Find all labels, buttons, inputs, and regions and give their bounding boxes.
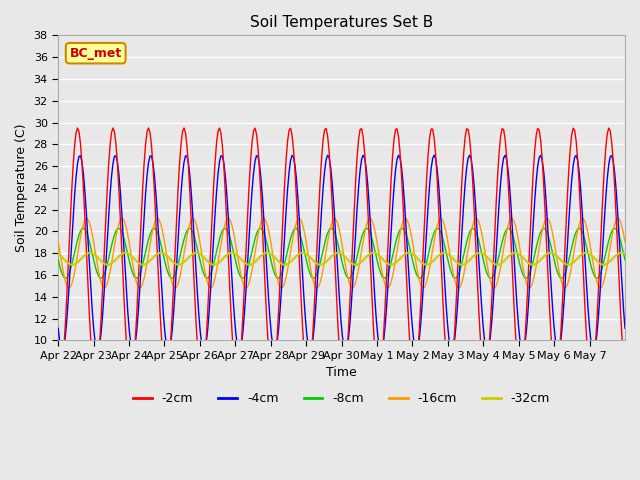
Legend: -2cm, -4cm, -8cm, -16cm, -32cm: -2cm, -4cm, -8cm, -16cm, -32cm: [128, 387, 555, 410]
Text: BC_met: BC_met: [70, 47, 122, 60]
Title: Soil Temperatures Set B: Soil Temperatures Set B: [250, 15, 433, 30]
X-axis label: Time: Time: [326, 366, 357, 379]
Y-axis label: Soil Temperature (C): Soil Temperature (C): [15, 124, 28, 252]
